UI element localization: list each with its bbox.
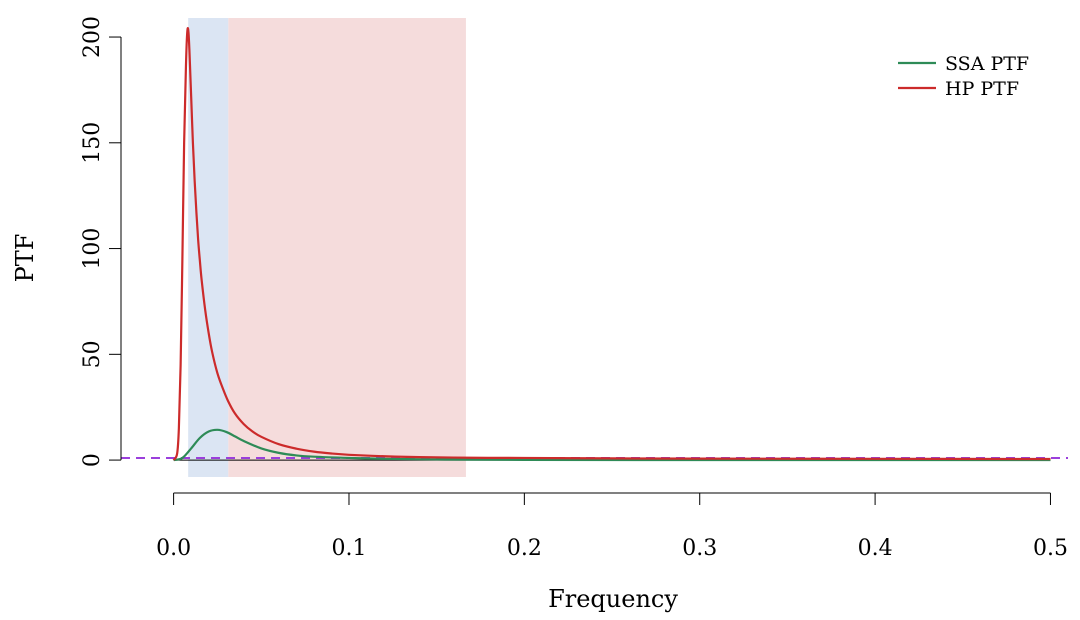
y-axis: 0 50 100 150 200: [80, 16, 122, 467]
y-tick-label: 50: [80, 340, 105, 368]
series-group: [172, 27, 1051, 462]
shaded-band-0: [188, 18, 229, 477]
x-axis: 0.0 0.1 0.2 0.3 0.4 0.5: [156, 492, 1068, 561]
legend-label-ssa: SSA PTF: [945, 53, 1029, 75]
y-tick-label: 0: [80, 453, 105, 467]
shaded-bands: [188, 18, 466, 477]
x-tick-label: 0.0: [156, 536, 191, 561]
x-tick-label: 0.2: [507, 536, 542, 561]
y-tick-label: 200: [80, 16, 105, 58]
y-tick-label: 100: [80, 228, 105, 270]
shaded-band-1: [228, 18, 466, 477]
x-tick-label: 0.1: [331, 536, 366, 561]
legend-label-hp: HP PTF: [945, 78, 1019, 100]
series-line-ssa: [173, 428, 1051, 462]
y-axis-title: PTF: [11, 234, 39, 283]
y-tick-label: 150: [80, 122, 105, 164]
legend: SSA PTF HP PTF: [898, 53, 1029, 100]
series-line-hp: [172, 27, 1051, 461]
x-tick-label: 0.3: [682, 536, 717, 561]
x-axis-title: Frequency: [548, 585, 678, 613]
x-tick-label: 0.4: [858, 536, 893, 561]
x-tick-label: 0.5: [1033, 536, 1068, 561]
